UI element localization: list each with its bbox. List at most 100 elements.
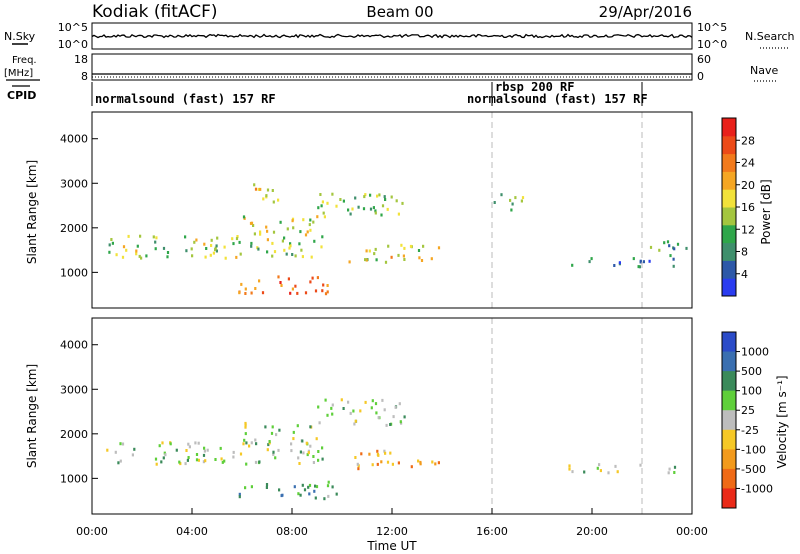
range-cell [304,291,308,295]
range-cell [326,413,329,417]
range-cell [317,450,320,453]
range-cell [301,439,304,443]
range-cell [437,246,441,250]
range-cell [184,235,187,239]
range-cell [380,213,383,217]
range-cell [316,215,319,219]
range-cell [235,237,239,241]
range-cell [369,207,373,211]
range-cell [293,485,296,489]
range-cell [311,276,314,280]
range-cell [301,255,304,259]
range-cell [320,204,323,208]
range-cell [663,241,666,245]
range-cell [274,456,277,460]
range-cell [296,291,299,295]
range-cell [290,442,293,446]
range-cell [289,244,292,248]
colorbar-tick-label: -1000 [741,482,773,495]
range-cell [265,483,269,486]
velocity-colorbar-label: Velocity [m s⁻¹] [775,375,789,468]
power-panel-frame [91,111,693,309]
range-cell [158,444,161,448]
range-cell [410,465,413,469]
range-cell [399,420,402,424]
range-cell [281,493,284,497]
range-cell [381,398,384,402]
range-cell [154,247,157,251]
range-cell [250,244,253,248]
range-cell [387,244,390,248]
range-cell [195,458,199,462]
range-cell [308,492,311,496]
range-cell [187,442,190,446]
range-cell [166,251,170,254]
range-cell [583,470,586,474]
range-cell [371,463,374,467]
range-cell [354,419,357,423]
power-colorbar-label: Power [dB] [759,179,773,244]
range-cell [248,444,251,448]
x-tick-label: 00:00 [676,525,708,538]
range-cell [315,437,318,441]
range-cell [279,281,282,284]
range-cell [648,259,651,263]
range-cell [298,462,301,465]
range-cell [305,441,308,445]
range-cell [673,247,676,251]
range-cell [613,264,616,267]
range-cell [271,241,274,245]
colorbar-tick-label: -100 [741,443,766,456]
range-cell [220,457,223,461]
freq-right-tick-top: 60 [697,53,711,66]
range-cell [145,254,148,258]
power-data-cells [108,183,688,296]
x-tick-label: 00:00 [76,525,108,538]
range-cell [309,444,312,448]
range-cell [271,425,274,429]
range-cell [676,242,680,246]
freq-panel-frame [91,53,693,81]
range-cell [299,493,302,497]
range-cell [324,398,327,402]
range-cell [384,260,388,264]
range-cell [281,239,284,243]
range-cell [419,462,422,466]
range-cell [178,460,181,464]
range-cell [271,254,274,258]
range-cell [286,227,289,231]
range-cell [673,471,676,474]
range-cell [357,467,360,471]
range-cell [373,252,376,256]
range-cell [272,200,275,204]
x-tick-label: 08:00 [276,525,308,538]
range-cell [316,276,319,280]
range-cell [187,456,190,459]
range-cell [384,198,387,201]
range-cell [224,256,227,260]
range-cell [115,253,118,257]
range-cell [302,218,305,222]
power-panel-bg [92,112,692,308]
range-cell [369,193,372,197]
colorbar-swatch [722,429,736,450]
range-cell [259,187,262,191]
range-cell [277,448,280,452]
range-cell [320,245,323,249]
colorbar-swatch [722,153,736,172]
range-cell [133,447,136,451]
range-cell [397,461,400,465]
range-cell [121,255,125,259]
velocity-y-axis: 1000 2000 3000 4000 [60,339,98,485]
range-cell [368,452,371,456]
range-cell [571,263,574,267]
range-cell [397,212,400,216]
range-cell [219,446,222,450]
range-cell [266,238,269,242]
range-cell [384,451,387,455]
range-cell [313,239,316,243]
range-cell [272,230,276,234]
range-cell [309,228,312,232]
range-cell [162,246,166,250]
noise-right-label: N.Search [745,30,795,43]
